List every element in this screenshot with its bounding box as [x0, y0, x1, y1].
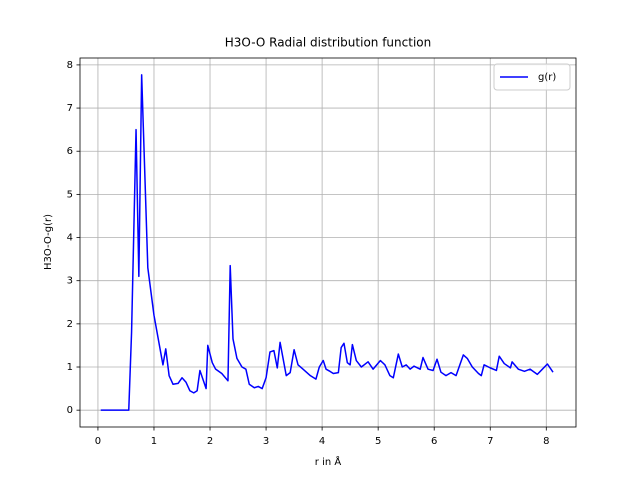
x-tick-label: 4 [319, 436, 325, 447]
y-tick-label: 3 [67, 276, 73, 287]
y-tick-label: 6 [67, 146, 73, 157]
x-tick-label: 7 [487, 436, 493, 447]
legend: g(r) [493, 63, 571, 91]
y-tick-label: 4 [67, 233, 73, 244]
x-tick-label: 8 [543, 436, 549, 447]
legend-label: g(r) [538, 72, 556, 83]
x-tick-label: 2 [207, 436, 213, 447]
x-tick-label: 5 [375, 436, 381, 447]
y-tick-label: 7 [67, 103, 73, 114]
y-axis-label: H3O-O-g(r) [43, 214, 54, 270]
x-tick-label: 1 [151, 436, 157, 447]
y-tick-label: 0 [67, 405, 73, 416]
y-tick-label: 2 [67, 319, 73, 330]
chart-title: H3O-O Radial distribution function [225, 36, 431, 50]
legend-box [493, 63, 571, 91]
y-tick-label: 1 [67, 362, 73, 373]
y-tick-label: 5 [67, 189, 73, 200]
x-tick-label: 6 [431, 436, 437, 447]
x-axis-label: r in Å [315, 455, 342, 468]
y-tick-label: 8 [67, 60, 73, 71]
data-line [100, 74, 554, 411]
x-tick-label: 3 [263, 436, 269, 447]
x-tick-label: 0 [95, 436, 101, 447]
plot-frame [79, 57, 577, 428]
